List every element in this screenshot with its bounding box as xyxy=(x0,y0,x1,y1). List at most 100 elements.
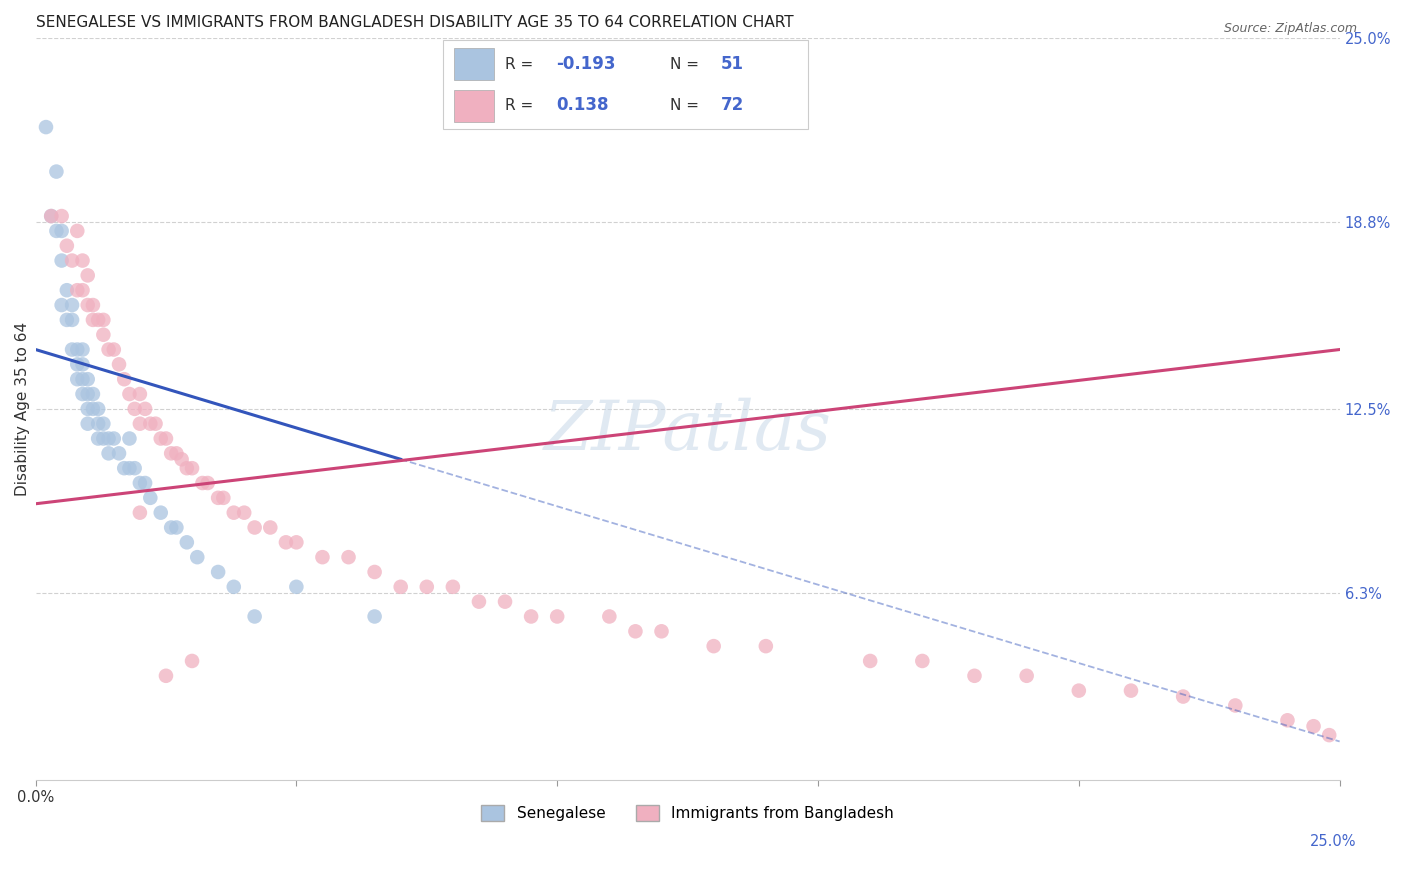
Point xyxy=(191,475,214,490)
Point xyxy=(494,594,516,608)
Point xyxy=(93,327,115,342)
Point xyxy=(337,550,360,565)
Point xyxy=(1015,669,1038,683)
Point xyxy=(108,357,131,371)
Legend: Senegalese, Immigrants from Bangladesh: Senegalese, Immigrants from Bangladesh xyxy=(475,799,900,828)
Point xyxy=(1067,683,1090,698)
Point xyxy=(82,298,104,312)
FancyBboxPatch shape xyxy=(454,90,494,122)
Point xyxy=(149,506,172,520)
Point xyxy=(76,372,98,386)
Point xyxy=(165,520,187,534)
Point xyxy=(139,417,162,431)
Point xyxy=(650,624,672,639)
Point xyxy=(66,343,89,357)
FancyBboxPatch shape xyxy=(454,48,494,80)
Point xyxy=(118,461,141,475)
Point xyxy=(285,535,308,549)
Point xyxy=(160,446,183,460)
Point xyxy=(76,268,98,283)
Point xyxy=(170,452,193,467)
Text: R =: R = xyxy=(505,57,538,71)
Point xyxy=(72,387,94,401)
Text: N =: N = xyxy=(669,57,703,71)
Point xyxy=(39,209,62,223)
Point xyxy=(51,298,73,312)
Point xyxy=(51,253,73,268)
Point xyxy=(1302,719,1324,733)
Point xyxy=(520,609,543,624)
Point xyxy=(93,432,115,446)
Point xyxy=(124,401,146,416)
Point xyxy=(35,120,58,134)
Point xyxy=(160,520,183,534)
Point xyxy=(139,491,162,505)
Point xyxy=(243,520,266,534)
Point xyxy=(72,283,94,297)
Point xyxy=(45,164,67,178)
Point xyxy=(72,372,94,386)
Point xyxy=(118,387,141,401)
Point xyxy=(82,387,104,401)
Point xyxy=(859,654,882,668)
Point xyxy=(76,298,98,312)
Point xyxy=(165,446,187,460)
Point xyxy=(56,313,79,327)
Point xyxy=(598,609,620,624)
Point xyxy=(93,417,115,431)
Point xyxy=(911,654,934,668)
Point xyxy=(197,475,219,490)
Point xyxy=(468,594,491,608)
Point xyxy=(207,491,229,505)
Point xyxy=(1317,728,1340,742)
Point xyxy=(82,313,104,327)
Point xyxy=(546,609,568,624)
Point xyxy=(56,238,79,252)
Point xyxy=(66,372,89,386)
Text: SENEGALESE VS IMMIGRANTS FROM BANGLADESH DISABILITY AGE 35 TO 64 CORRELATION CHA: SENEGALESE VS IMMIGRANTS FROM BANGLADESH… xyxy=(35,15,793,30)
Text: 72: 72 xyxy=(721,96,744,114)
Point xyxy=(149,432,172,446)
Text: N =: N = xyxy=(669,98,703,112)
Point xyxy=(176,461,198,475)
Point xyxy=(97,343,120,357)
Point xyxy=(624,624,647,639)
Point xyxy=(155,669,177,683)
Point xyxy=(181,461,204,475)
Text: -0.193: -0.193 xyxy=(557,55,616,73)
Point xyxy=(56,283,79,297)
Point xyxy=(87,432,110,446)
Point xyxy=(243,609,266,624)
Point xyxy=(76,417,98,431)
Point xyxy=(155,432,177,446)
Point xyxy=(212,491,235,505)
Point xyxy=(134,401,156,416)
Text: ZIPatlas: ZIPatlas xyxy=(544,398,831,465)
Point xyxy=(441,580,464,594)
Point xyxy=(87,401,110,416)
Point xyxy=(1119,683,1142,698)
Point xyxy=(108,446,131,460)
Point xyxy=(112,372,135,386)
Point xyxy=(45,224,67,238)
Point xyxy=(311,550,333,565)
Point xyxy=(285,580,308,594)
Point xyxy=(363,565,385,579)
Point xyxy=(755,639,778,653)
Point xyxy=(72,343,94,357)
Point xyxy=(93,313,115,327)
Point xyxy=(51,209,73,223)
Point xyxy=(1225,698,1247,713)
Point xyxy=(1171,690,1194,704)
Y-axis label: Disability Age 35 to 64: Disability Age 35 to 64 xyxy=(15,322,30,496)
Point xyxy=(51,224,73,238)
Point xyxy=(82,401,104,416)
Point xyxy=(87,313,110,327)
Point xyxy=(76,387,98,401)
Text: R =: R = xyxy=(505,98,538,112)
Point xyxy=(97,446,120,460)
Point xyxy=(207,565,229,579)
Point xyxy=(103,432,125,446)
Point xyxy=(259,520,281,534)
Point xyxy=(39,209,62,223)
